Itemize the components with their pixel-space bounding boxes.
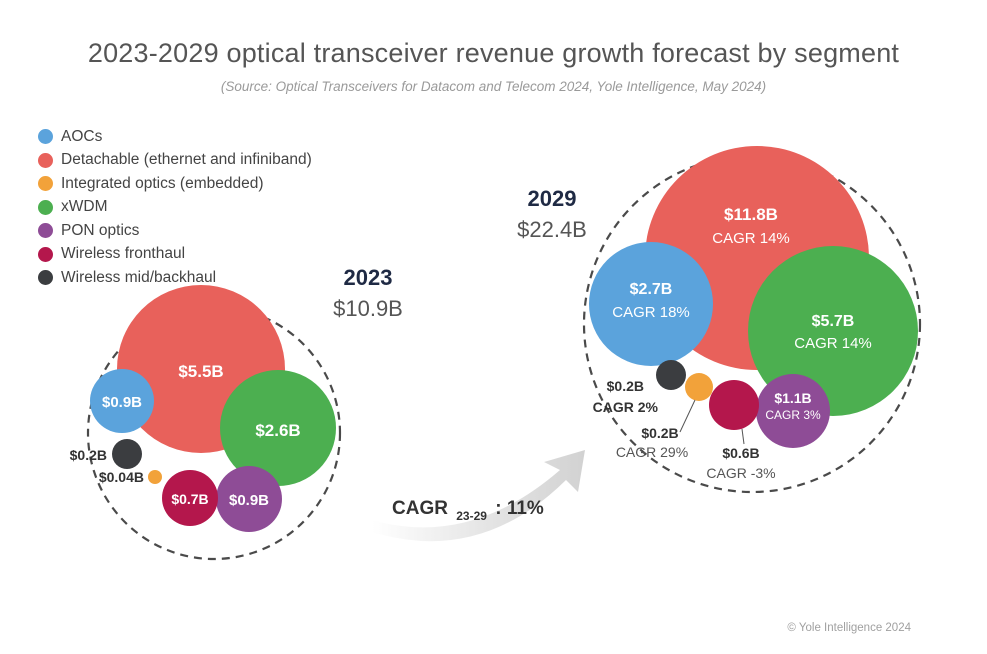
cagr-2029-pon: CAGR 3% <box>765 408 821 422</box>
label-2023-xwdm: $2.6B <box>255 421 300 440</box>
legend-label-xwdm: xWDM <box>61 198 108 216</box>
label-2029-aoc: $2.7B <box>630 281 673 298</box>
label-2029-integrated: $0.2B <box>641 425 678 441</box>
bubble-2023-integrated <box>148 470 162 484</box>
legend-label-aoc: AOCs <box>61 127 103 145</box>
bubble-2023-midback <box>112 439 142 469</box>
label-2023-midback: $0.2B <box>70 447 107 463</box>
legend-label-integrated: Integrated optics (embedded) <box>61 174 264 192</box>
legend-item-xwdm: xWDM <box>38 196 312 220</box>
label-2029-xwdm: $5.7B <box>812 313 855 330</box>
cagr-2029-midback: CAGR 2% <box>593 399 659 415</box>
legend-item-pon: PON optics <box>38 219 312 243</box>
overall-cagr: CAGR 23-29 : 11% <box>392 498 544 525</box>
cagr-2029-detachable: CAGR 14% <box>712 230 790 247</box>
legend-label-pon: PON optics <box>61 221 140 239</box>
legend-dot-detachable <box>38 152 53 168</box>
chart-subtitle: (Source: Optical Transceivers for Dataco… <box>220 79 767 94</box>
year-2029-label: 2029 <box>528 186 577 211</box>
legend-label-midback: Wireless mid/backhaul <box>61 268 217 286</box>
leader-lines <box>679 399 745 445</box>
bubble-2029-xwdm <box>748 246 918 416</box>
label-2029-fronthaul: $0.6B <box>722 445 759 461</box>
label-2023-aoc: $0.9B <box>102 394 142 411</box>
label-2023-integrated: $0.04B <box>99 469 144 485</box>
bubble-2029-integrated <box>685 373 713 401</box>
cagr-2029-aoc: CAGR 18% <box>612 304 690 321</box>
bubble-2029-aoc <box>589 242 713 366</box>
overall-cagr-range: 23-29 <box>456 509 487 523</box>
bubble-2029-fronthaul <box>709 380 759 430</box>
legend-dot-integrated <box>38 176 53 192</box>
bubble-2029-pon <box>756 374 830 448</box>
bubbles-2023 <box>90 285 336 532</box>
year-2023-total: $10.9B <box>333 296 403 321</box>
bubble-2023-pon <box>216 466 282 532</box>
growth-arrow <box>372 450 585 542</box>
legend-dot-fronthaul <box>38 246 53 262</box>
label-2023-pon: $0.9B <box>229 492 269 509</box>
copyright: © Yole Intelligence 2024 <box>787 622 911 634</box>
chart-title: 2023-2029 optical transceiver revenue gr… <box>87 38 900 68</box>
cagr-2029-integrated: CAGR 29% <box>616 444 688 460</box>
overall-cagr-value: : 11% <box>495 498 544 519</box>
bubble-2029-midback <box>656 360 686 390</box>
cagr-2029-xwdm: CAGR 14% <box>794 335 872 352</box>
legend-item-detachable: Detachable (ethernet and infiniband) <box>38 149 312 173</box>
legend-item-integrated: Integrated optics (embedded) <box>38 172 312 196</box>
year-2023-label: 2023 <box>344 265 393 290</box>
cagr-2029-fronthaul: CAGR -3% <box>706 465 775 481</box>
bubble-2023-xwdm <box>220 370 336 486</box>
legend-dot-xwdm <box>38 199 53 215</box>
legend-label-fronthaul: Wireless fronthaul <box>61 245 186 263</box>
label-2029-midback: $0.2B <box>607 378 644 394</box>
legend-item-midback: Wireless mid/backhaul <box>38 266 312 290</box>
legend-item-fronthaul: Wireless fronthaul <box>38 243 312 267</box>
bubbles-2029 <box>589 146 918 448</box>
legend-dot-midback <box>38 270 53 286</box>
legend-item-aoc: AOCs <box>38 125 312 149</box>
legend: AOCs Detachable (ethernet and infiniband)… <box>38 125 312 290</box>
legend-dot-aoc <box>38 129 53 145</box>
label-2023-fronthaul: $0.7B <box>171 491 208 507</box>
bubble-2023-aoc <box>90 369 154 433</box>
label-2029-pon: $1.1B <box>774 390 811 406</box>
overall-cagr-prefix: CAGR <box>392 498 448 519</box>
year-2029-total: $22.4B <box>517 217 587 242</box>
label-2023-detachable: $5.5B <box>178 362 223 381</box>
legend-label-detachable: Detachable (ethernet and infiniband) <box>61 151 312 169</box>
legend-dot-pon <box>38 223 53 239</box>
bubble-2023-fronthaul <box>162 470 218 526</box>
label-2029-detachable: $11.8B <box>724 205 778 224</box>
